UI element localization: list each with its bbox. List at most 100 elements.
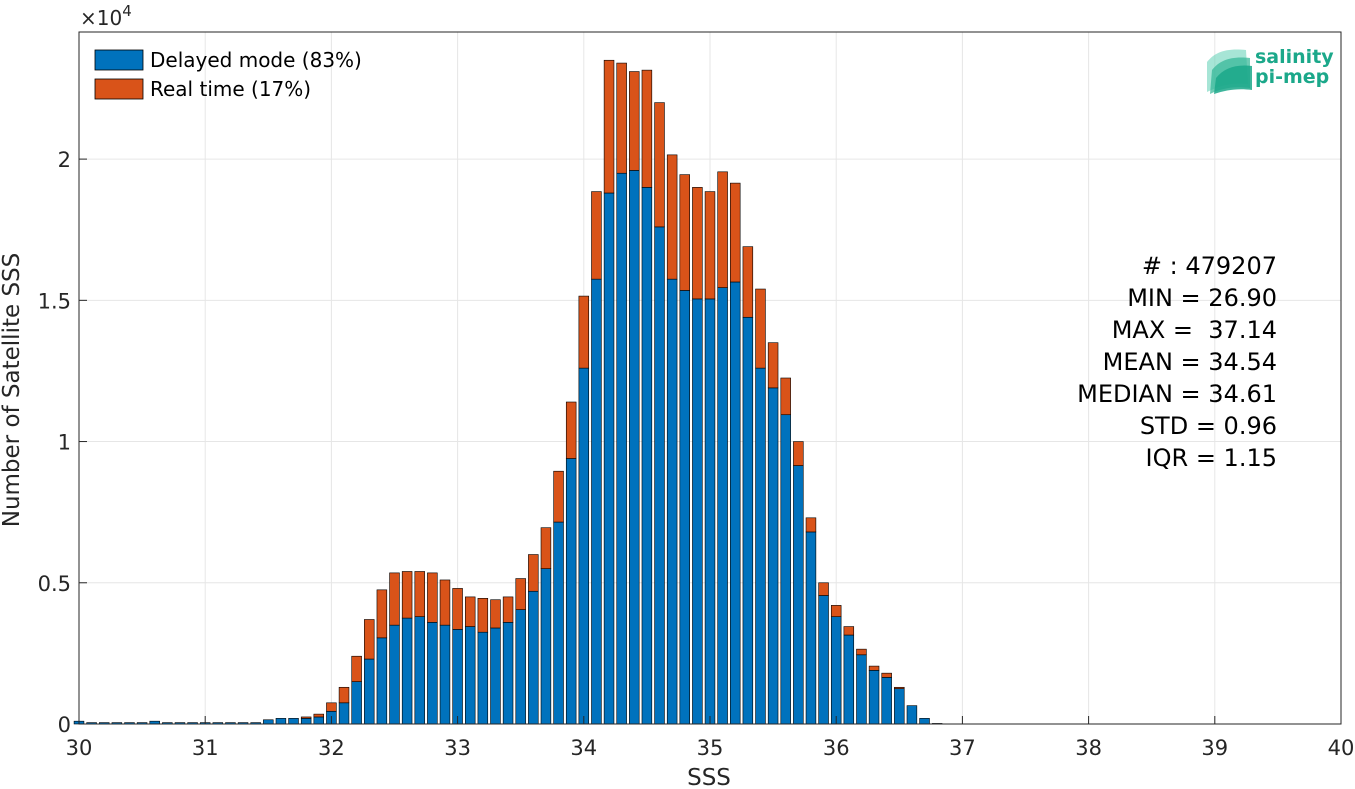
bar-real-time — [300, 716, 312, 719]
bar-delayed-mode — [616, 172, 627, 725]
y-tick-label: 1.5 — [38, 289, 71, 313]
bar-real-time — [843, 626, 855, 636]
wave-logo-icon — [1207, 49, 1252, 94]
bar-real-time — [578, 295, 590, 369]
legend-label-realtime: Real time (17%) — [150, 77, 311, 101]
bar-delayed-mode — [452, 629, 463, 725]
bar-delayed-mode — [818, 595, 829, 725]
bar-delayed-mode — [805, 531, 817, 725]
bar-real-time — [414, 571, 425, 617]
stat-min: MIN = 26.90 — [1127, 284, 1277, 312]
bar-real-time — [553, 470, 564, 523]
bar-real-time — [780, 377, 791, 416]
bar-real-time — [528, 554, 539, 592]
bar-delayed-mode — [401, 617, 413, 725]
legend-swatch-delayed — [94, 49, 144, 71]
bar-delayed-mode — [868, 670, 880, 725]
bar-delayed-mode — [263, 719, 274, 725]
bar-real-time — [730, 182, 741, 283]
bar-delayed-mode — [603, 192, 615, 725]
bar-real-time — [338, 686, 350, 704]
salinity-pi-mep-logo: salinity pi-mep — [1207, 46, 1334, 94]
stat-iqr: IQR = 1.15 — [1146, 444, 1277, 472]
x-tick-label: 32 — [318, 736, 345, 760]
bar-real-time — [755, 288, 766, 369]
bar-delayed-mode — [717, 287, 728, 725]
bar-real-time — [401, 571, 413, 619]
x-axis-ticks: 30 31 32 33 34 35 36 37 38 39 40 — [66, 716, 1354, 760]
x-tick-label: 36 — [823, 736, 850, 760]
bar-real-time — [376, 589, 388, 639]
bar-real-time — [868, 665, 880, 671]
bar-delayed-mode — [364, 658, 375, 725]
bar-delayed-mode — [275, 718, 287, 725]
logo-text-salinity: salinity — [1255, 46, 1334, 68]
y-tick-label: 0 — [58, 713, 71, 737]
legend-swatch-realtime — [94, 78, 144, 100]
bar-real-time — [881, 672, 892, 678]
bar-delayed-mode — [389, 624, 400, 725]
bar-real-time — [439, 579, 451, 626]
bar-delayed-mode — [830, 616, 842, 725]
logo-text-pimep: pi-mep — [1255, 66, 1329, 88]
bar-delayed-mode — [679, 290, 690, 725]
bar-delayed-mode — [881, 677, 892, 725]
stat-count: # : 479207 — [1142, 252, 1277, 280]
bar-delayed-mode — [755, 367, 766, 725]
bar-real-time — [629, 71, 640, 171]
bar-delayed-mode — [629, 170, 640, 725]
y-exponent-label: ×104 — [80, 2, 132, 30]
bar-real-time — [654, 102, 665, 228]
bar-delayed-mode — [414, 616, 425, 725]
x-tick-label: 30 — [66, 736, 93, 760]
bar-real-time — [679, 174, 690, 291]
stat-median: MEDIAN = 34.61 — [1077, 380, 1277, 408]
bar-real-time — [477, 598, 489, 633]
bar-real-time — [830, 605, 842, 617]
bar-delayed-mode — [894, 688, 905, 725]
bar-delayed-mode — [376, 637, 388, 725]
bar-delayed-mode — [780, 414, 791, 725]
stats-box: # : 479207 MIN = 26.90 MAX = 37.14 MEAN … — [1077, 252, 1277, 472]
y-tick-label: 2 — [58, 148, 71, 172]
bar-real-time — [515, 578, 526, 610]
bar-real-time — [540, 527, 552, 569]
x-tick-label: 37 — [949, 736, 976, 760]
legend-label-delayed: Delayed mode (83%) — [150, 48, 362, 72]
bar-real-time — [364, 619, 375, 660]
bar-delayed-mode — [427, 622, 438, 725]
x-axis-title: SSS — [687, 765, 731, 789]
legend: Delayed mode (83%) Real time (17%) — [94, 48, 362, 101]
bar-real-time — [742, 246, 754, 318]
bar-delayed-mode — [338, 702, 350, 725]
bar-delayed-mode — [919, 718, 930, 725]
bar-delayed-mode — [591, 278, 602, 725]
bar-real-time — [616, 62, 627, 174]
bar-delayed-mode — [439, 624, 451, 725]
bar-delayed-mode — [553, 521, 564, 725]
bar-delayed-mode — [742, 316, 754, 725]
bar-real-time — [351, 655, 362, 682]
stat-max: MAX = 37.14 — [1112, 316, 1277, 344]
bar-real-time — [591, 191, 602, 280]
bar-delayed-mode — [906, 705, 918, 725]
bar-real-time — [856, 648, 867, 656]
bar-real-time — [666, 154, 678, 280]
stat-mean: MEAN = 34.54 — [1103, 348, 1277, 376]
y-axis-title: Number of Satellite SSS — [0, 253, 25, 528]
bar-delayed-mode — [540, 568, 552, 725]
bar-real-time — [805, 517, 817, 533]
bar-real-time — [894, 686, 905, 689]
bar-delayed-mode — [793, 465, 804, 725]
bar-real-time — [565, 401, 577, 459]
bar-real-time — [452, 588, 463, 630]
bar-delayed-mode — [578, 367, 590, 725]
bar-delayed-mode — [666, 278, 678, 725]
bar-delayed-mode — [515, 609, 526, 725]
bar-real-time — [313, 713, 325, 718]
bar-real-time — [717, 171, 728, 288]
bar-delayed-mode — [654, 226, 665, 725]
bar-real-time — [389, 572, 400, 626]
bar-delayed-mode — [730, 281, 741, 725]
bar-delayed-mode — [300, 718, 312, 725]
